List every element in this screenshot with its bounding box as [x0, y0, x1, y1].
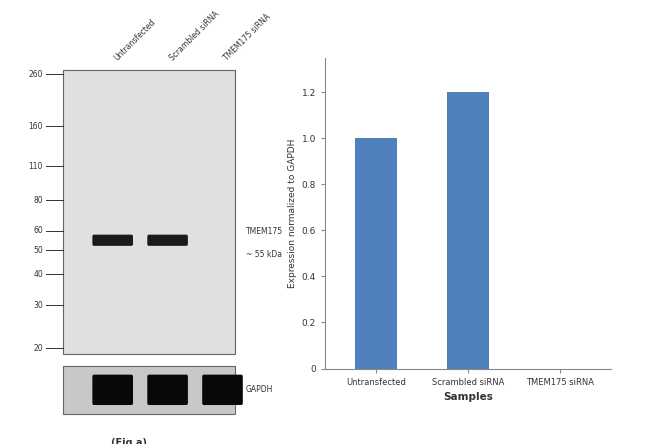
Text: 160: 160 [29, 122, 43, 131]
Text: (Fig a): (Fig a) [111, 438, 147, 444]
Text: 40: 40 [33, 270, 43, 279]
Bar [63, 366, 235, 414]
FancyBboxPatch shape [148, 234, 188, 246]
FancyBboxPatch shape [202, 375, 243, 405]
FancyBboxPatch shape [92, 234, 133, 246]
Text: 50: 50 [33, 246, 43, 255]
Text: GAPDH: GAPDH [246, 385, 274, 394]
Bar [63, 70, 235, 354]
FancyBboxPatch shape [92, 375, 133, 405]
Text: Scrambled siRNA: Scrambled siRNA [168, 9, 220, 62]
Text: 260: 260 [29, 70, 43, 79]
X-axis label: Samples: Samples [443, 392, 493, 402]
Text: ~ 55 kDa: ~ 55 kDa [246, 250, 282, 259]
Text: Untransfected: Untransfected [112, 17, 157, 62]
Bar [447, 92, 489, 369]
Text: 110: 110 [29, 162, 43, 170]
Bar [355, 138, 396, 369]
Y-axis label: Expression normalized to GAPDH: Expression normalized to GAPDH [289, 139, 298, 288]
Text: 60: 60 [33, 226, 43, 235]
Text: TMEM175 siRNA: TMEM175 siRNA [222, 12, 273, 62]
Text: 20: 20 [33, 344, 43, 353]
Text: 80: 80 [33, 196, 43, 205]
Text: TMEM175: TMEM175 [246, 227, 283, 236]
FancyBboxPatch shape [148, 375, 188, 405]
Text: 30: 30 [33, 301, 43, 309]
